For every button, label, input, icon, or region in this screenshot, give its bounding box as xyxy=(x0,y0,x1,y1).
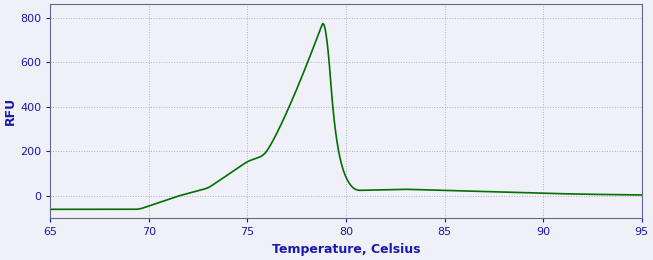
Y-axis label: RFU: RFU xyxy=(4,97,17,125)
X-axis label: Temperature, Celsius: Temperature, Celsius xyxy=(272,243,420,256)
